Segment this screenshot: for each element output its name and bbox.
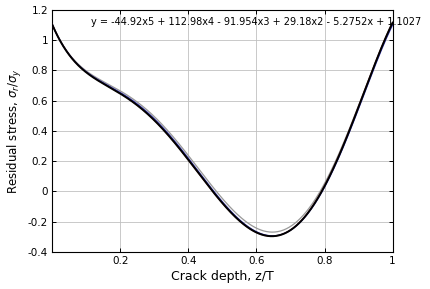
Y-axis label: Residual stress, $\sigma_r$/$\sigma_y$: Residual stress, $\sigma_r$/$\sigma_y$ [6,68,24,194]
X-axis label: Crack depth, z/T: Crack depth, z/T [171,271,274,284]
Text: y = -44.92x5 + 112.98x4 - 91.954x3 + 29.18x2 - 5.2752x + 1.1027: y = -44.92x5 + 112.98x4 - 91.954x3 + 29.… [91,17,421,27]
